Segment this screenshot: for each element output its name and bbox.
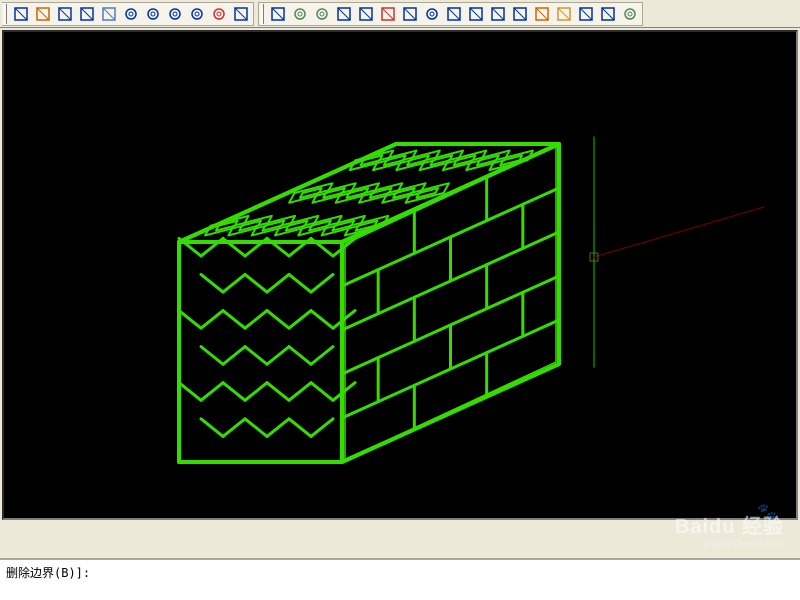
circle2-icon[interactable] [143,4,163,24]
command-prompt[interactable]: 删除边界(B)]: [6,564,794,581]
tool2-icon[interactable] [554,4,574,24]
cylinder2-icon[interactable] [312,4,332,24]
box4-icon[interactable] [510,4,530,24]
box6-icon[interactable] [598,4,618,24]
cylinder1-icon[interactable] [290,4,310,24]
boxes2-icon[interactable] [356,4,376,24]
tool1-icon[interactable] [532,4,552,24]
rotate3d-icon[interactable] [187,4,207,24]
recycle-icon[interactable] [620,4,640,24]
box5-icon[interactable] [576,4,596,24]
watermark-sub: jingyan.baidu.com [675,539,784,550]
arc-icon[interactable] [11,4,31,24]
box-swap-icon[interactable] [444,4,464,24]
box-del-icon[interactable] [378,4,398,24]
toolbar [0,0,800,28]
command-line-panel: 删除边界(B)]: [0,552,800,600]
box-copy-icon[interactable] [400,4,420,24]
toolbar-handle[interactable] [4,4,7,24]
grid-icon[interactable] [77,4,97,24]
box-icon[interactable] [268,4,288,24]
toolbar-group-2 [258,2,643,26]
toolbar-handle[interactable] [261,4,264,24]
swap-icon[interactable] [55,4,75,24]
cad-scene [4,32,798,520]
toolbar-group-1 [2,2,254,26]
array-icon[interactable] [231,4,251,24]
rotate-icon[interactable] [422,4,442,24]
viewport-frame [0,28,800,522]
watermark-paws-icon: 🐾 [757,502,774,522]
flask-icon[interactable] [99,4,119,24]
circle3-icon[interactable] [165,4,185,24]
box-edit-icon[interactable] [466,4,486,24]
circle1-icon[interactable] [121,4,141,24]
box3-icon[interactable] [488,4,508,24]
boxes1-icon[interactable] [334,4,354,24]
target-icon[interactable] [209,4,229,24]
cad-viewport[interactable] [2,30,798,520]
axis-icon[interactable] [33,4,53,24]
